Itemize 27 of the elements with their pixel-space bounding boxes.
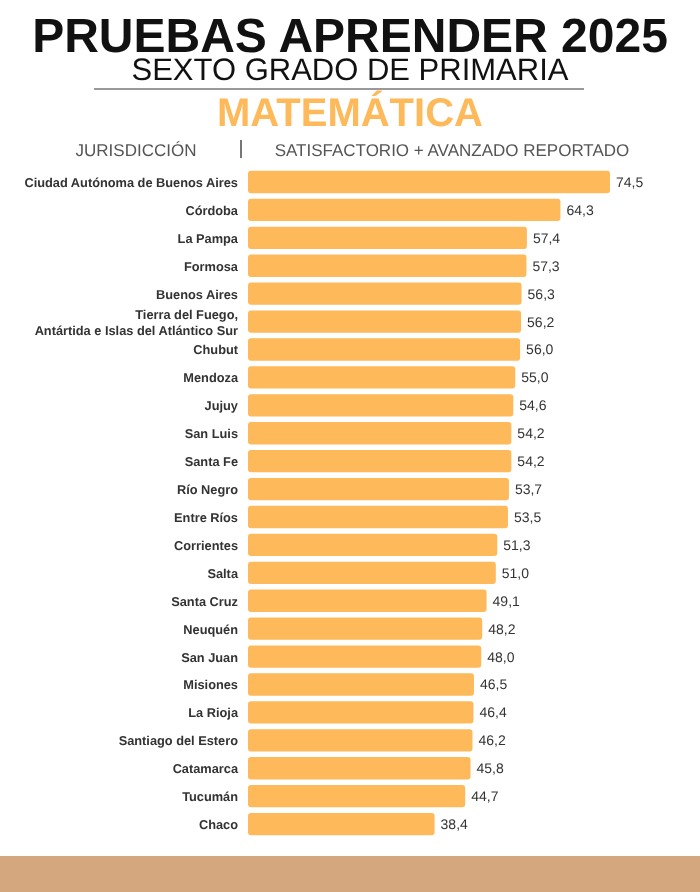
bar <box>248 338 521 361</box>
bar <box>248 366 516 389</box>
bar <box>248 394 514 417</box>
bar <box>248 282 522 305</box>
bar <box>248 254 527 277</box>
y-axis-title: JURISDICCIÓN <box>75 140 197 160</box>
bar <box>248 757 471 780</box>
bar <box>248 422 512 445</box>
bar <box>248 589 487 612</box>
bar <box>248 561 496 584</box>
x-axis-title: SATISFACTORIO + AVANZADO REPORTADO <box>274 140 631 160</box>
text: MATEMÁTICA <box>217 90 483 136</box>
bar <box>248 505 508 529</box>
bar <box>248 449 512 473</box>
bar <box>248 645 482 668</box>
bar <box>248 784 466 808</box>
bar <box>248 701 474 724</box>
bar <box>248 729 473 752</box>
bar <box>248 812 435 836</box>
bar <box>248 617 483 640</box>
bar <box>248 226 527 249</box>
bar <box>248 533 498 557</box>
bar <box>248 170 610 194</box>
bar <box>248 477 509 501</box>
bar <box>248 310 522 333</box>
bar <box>248 198 561 222</box>
bar <box>248 673 474 696</box>
